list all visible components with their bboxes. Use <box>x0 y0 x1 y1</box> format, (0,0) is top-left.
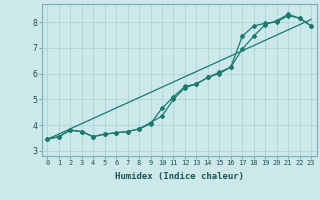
X-axis label: Humidex (Indice chaleur): Humidex (Indice chaleur) <box>115 172 244 181</box>
